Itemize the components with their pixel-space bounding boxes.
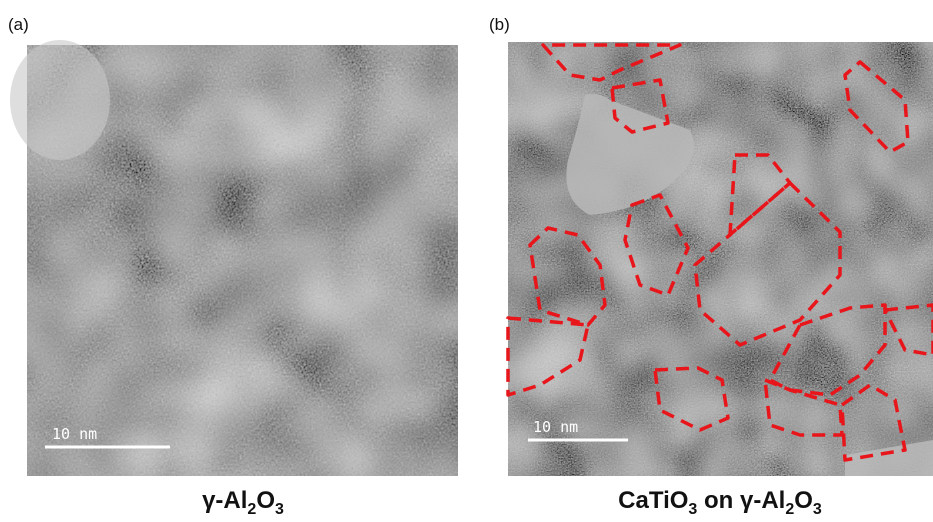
caption-text: on γ-Al bbox=[697, 487, 785, 514]
caption-text: CaTiO bbox=[618, 487, 688, 514]
caption-subscript: 2 bbox=[247, 501, 256, 518]
caption-text: γ-Al bbox=[202, 487, 247, 514]
scale-bar-label: 10 nm bbox=[52, 425, 97, 443]
scale-bar-label: 10 nm bbox=[533, 418, 578, 436]
caption-subscript: 2 bbox=[785, 501, 794, 518]
caption: CaTiO3 on γ-Al2O3 bbox=[618, 487, 822, 518]
figure: (a) (b) 10 nm 10 nm γ-Al2O3 CaTiO3 on γ-… bbox=[0, 0, 933, 522]
caption-text: O bbox=[794, 487, 813, 514]
caption: γ-Al2O3 bbox=[202, 487, 284, 518]
tem-image bbox=[508, 42, 933, 476]
caption-subscript: 3 bbox=[813, 501, 822, 518]
panel-label: (b) bbox=[489, 15, 510, 34]
caption-text: O bbox=[256, 487, 275, 514]
caption-subscript: 3 bbox=[688, 501, 697, 518]
tem-image bbox=[10, 40, 458, 476]
caption-subscript: 3 bbox=[275, 501, 284, 518]
panel-label: (a) bbox=[8, 15, 29, 34]
